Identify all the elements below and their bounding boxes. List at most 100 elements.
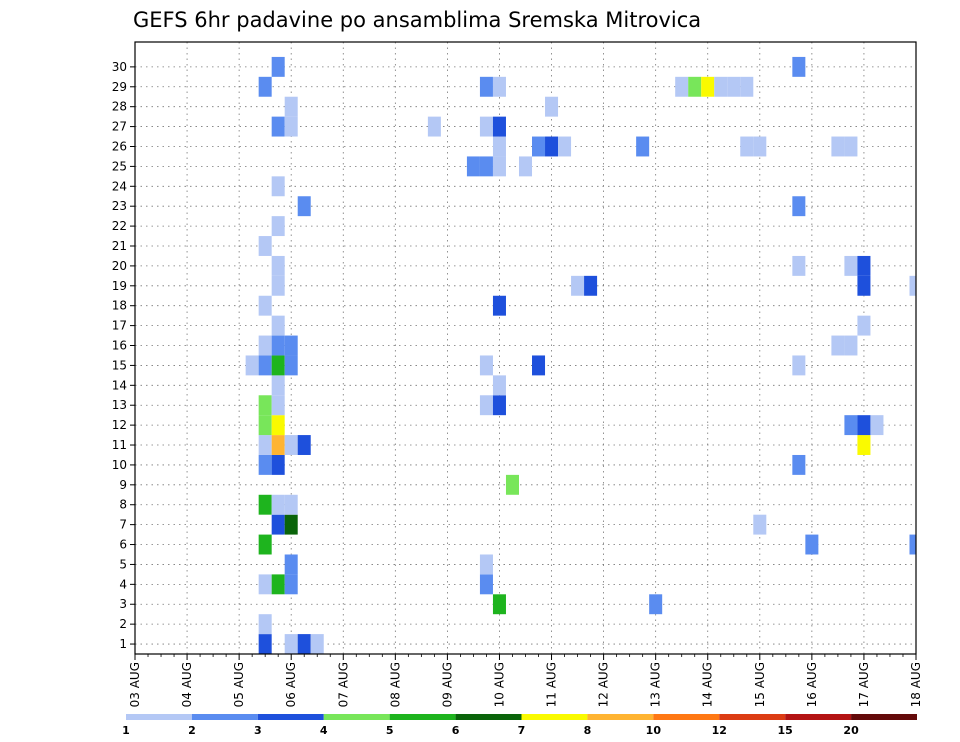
x-tick-label: 06 AUG <box>284 662 298 707</box>
heatmap-cell <box>258 574 272 595</box>
heatmap-cell <box>492 76 506 97</box>
heatmap-cell <box>545 96 559 117</box>
heatmap-cell <box>271 335 285 356</box>
y-tick-label: 11 <box>112 438 127 452</box>
heatmap-cell <box>271 454 285 475</box>
heatmap-cell <box>688 76 702 97</box>
heatmap-cell <box>258 614 272 635</box>
colorbar-segment <box>323 714 390 720</box>
heatmap-cell <box>271 216 285 237</box>
heatmap-cell <box>479 554 493 575</box>
heatmap-cell <box>492 116 506 137</box>
heatmap-cell <box>532 355 546 376</box>
y-tick-label: 22 <box>112 219 127 233</box>
colorbar: 1 2 3 4 5 6 7 8 10 12 15 20 <box>122 714 917 737</box>
heatmap-cell <box>792 355 806 376</box>
heatmap-cell <box>284 494 298 515</box>
colorbar-label: 1 <box>122 724 130 737</box>
heatmap-cell <box>492 136 506 157</box>
heatmap-cell <box>857 415 871 436</box>
y-tick-label: 20 <box>112 259 127 273</box>
heatmap-cell <box>284 514 298 535</box>
heatmap-cell <box>518 156 533 177</box>
heatmap-cell <box>545 136 559 157</box>
heatmap-cell <box>284 634 298 654</box>
y-tick-label: 30 <box>112 60 127 74</box>
heatmap-cell <box>284 96 298 117</box>
heatmap-cell <box>857 435 871 455</box>
x-tick-label: 03 AUG <box>128 662 142 707</box>
y-tick-label: 16 <box>112 339 127 353</box>
heatmap-cell <box>479 76 493 97</box>
heatmap-cell <box>271 435 285 455</box>
y-tick-label: 5 <box>119 557 127 571</box>
heatmap-cell <box>271 255 285 276</box>
heatmap-cell <box>258 415 272 436</box>
heatmap-cell <box>844 335 858 356</box>
heatmap-cell <box>792 454 806 475</box>
heatmap-cell <box>479 574 493 595</box>
y-tick-label: 9 <box>119 478 127 492</box>
heatmap-cell <box>271 375 285 396</box>
heatmap-cell <box>271 355 285 376</box>
heatmap-cell <box>844 136 858 157</box>
heatmap-cell <box>701 76 715 97</box>
y-tick-label: 2 <box>119 617 127 631</box>
heatmap-cell <box>297 435 311 455</box>
heatmap-cell <box>675 76 689 97</box>
x-tick-label: 04 AUG <box>180 662 194 707</box>
heatmap-cell <box>258 494 272 515</box>
colorbar-label: 3 <box>254 724 262 737</box>
x-tick-label: 08 AUG <box>388 662 402 707</box>
heatmap-cell <box>258 355 272 376</box>
heatmap-cell <box>558 136 572 157</box>
colorbar-label: 4 <box>320 724 328 737</box>
y-tick-label: 4 <box>119 577 127 591</box>
heatmap-cell <box>258 335 272 356</box>
heatmap-cell <box>271 275 285 296</box>
heatmap-cell <box>271 514 285 535</box>
y-tick-label: 28 <box>112 100 127 114</box>
heatmap-cell <box>844 415 858 436</box>
y-tick-label: 10 <box>112 458 127 472</box>
heatmap-cell <box>258 634 272 654</box>
heatmap-cell <box>792 255 806 276</box>
chart-title: GEFS 6hr padavine po ansamblima Sremska … <box>133 8 701 32</box>
heatmap-cell <box>284 435 298 455</box>
heatmap-cell <box>505 474 519 495</box>
heatmap-cell <box>297 196 311 217</box>
heatmap-cell <box>492 295 506 316</box>
x-tick-label: 05 AUG <box>232 662 246 707</box>
heatmap-cell <box>870 415 884 436</box>
heatmap-cell <box>831 335 845 356</box>
heatmap-cell <box>258 76 272 97</box>
heatmap-cell <box>245 355 259 376</box>
heatmap-cell <box>258 454 272 475</box>
heatmap-cell <box>740 136 754 157</box>
y-tick-label: 24 <box>112 179 127 193</box>
y-tick-label: 21 <box>112 239 127 253</box>
colorbar-segment <box>521 714 588 720</box>
colorbar-segment <box>126 714 192 720</box>
heatmap-cell <box>857 255 871 276</box>
heatmap-cell <box>753 514 767 535</box>
x-tick-label: 11 AUG <box>545 662 559 707</box>
heatmap-cell <box>271 494 285 515</box>
colorbar-label: 12 <box>712 724 727 737</box>
heatmap-cell <box>831 136 845 157</box>
heatmap-cell <box>532 136 546 157</box>
heatmap-cell <box>909 534 916 555</box>
heatmap-cell <box>753 136 767 157</box>
heatmap-cell <box>714 76 728 97</box>
plot-area: 1234567891011121314151617181920212223242… <box>112 41 923 707</box>
colorbar-label: 7 <box>518 724 526 737</box>
colorbar-segment <box>587 714 654 720</box>
heatmap-cell <box>284 355 298 376</box>
colorbar-label: 2 <box>188 724 196 737</box>
heatmap-cell <box>284 335 298 356</box>
plot-frame <box>134 41 917 655</box>
x-tick-label: 07 AUG <box>336 662 350 707</box>
heatmap-cell <box>271 415 285 436</box>
y-tick-label: 29 <box>112 80 127 94</box>
heatmap-cell <box>492 395 506 416</box>
